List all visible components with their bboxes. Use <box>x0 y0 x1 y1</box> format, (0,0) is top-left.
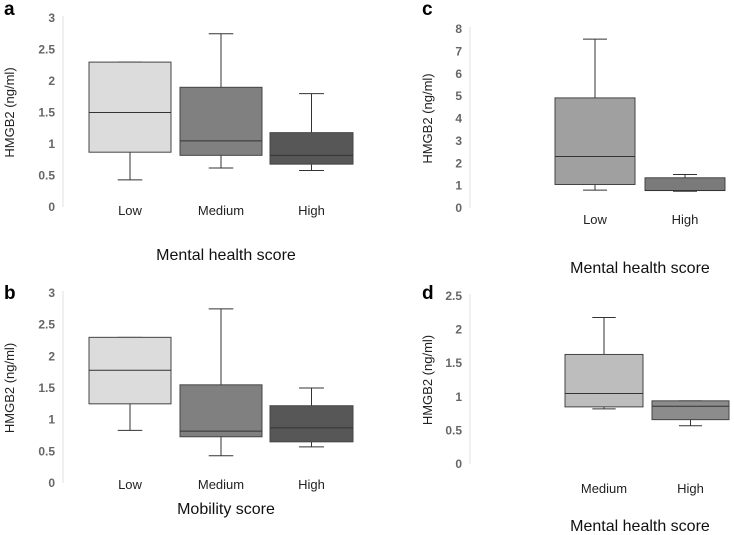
box-high <box>269 405 354 443</box>
box-medium <box>179 384 263 438</box>
y-tick-label: 0 <box>455 201 462 215</box>
x-tick-label: High <box>677 481 704 496</box>
x-tick-label: High <box>298 203 325 218</box>
panel-label: a <box>4 0 15 20</box>
y-tick-label: 2 <box>455 323 462 337</box>
y-tick-label: 0.5 <box>38 444 55 458</box>
box-high <box>651 400 730 421</box>
x-tick-label: Medium <box>581 481 627 496</box>
x-axis-label: Mental health score <box>570 260 710 277</box>
y-tick-label: 2.5 <box>445 289 462 303</box>
y-tick-label: 2 <box>455 156 462 170</box>
y-tick-label: 6 <box>455 67 462 81</box>
x-tick-label: Low <box>583 212 607 227</box>
y-tick-label: 1.5 <box>38 381 55 395</box>
y-tick-label: 3 <box>455 134 462 148</box>
y-tick-label: 0 <box>455 457 462 471</box>
y-tick-label: 1 <box>455 390 462 404</box>
y-axis-label: HMGB2 (ng/ml) <box>2 343 17 433</box>
y-tick-label: 3 <box>48 11 55 25</box>
box-high <box>644 177 726 192</box>
y-tick-label: 0.5 <box>38 169 55 183</box>
x-tick-label: Low <box>118 477 142 492</box>
box-low <box>554 97 636 186</box>
box-medium <box>564 353 644 408</box>
y-tick-label: 1 <box>48 137 55 151</box>
x-tick-label: High <box>672 212 699 227</box>
box-high <box>269 132 354 165</box>
y-tick-label: 1 <box>455 179 462 193</box>
x-tick-label: Low <box>118 203 142 218</box>
y-axis-label: HMGB2 (ng/ml) <box>420 73 435 163</box>
panel-label: c <box>422 0 433 20</box>
y-tick-label: 0 <box>48 200 55 214</box>
y-tick-label: 2 <box>48 74 55 88</box>
y-tick-label: 7 <box>455 44 462 58</box>
x-tick-label: Medium <box>198 203 244 218</box>
x-axis-label: Mental health score <box>156 247 296 264</box>
y-tick-label: 3 <box>48 286 55 300</box>
y-axis-label: HMGB2 (ng/ml) <box>420 335 435 425</box>
x-tick-label: High <box>298 477 325 492</box>
x-axis-label: Mental health score <box>570 518 710 535</box>
x-tick-label: Medium <box>198 477 244 492</box>
y-tick-label: 0.5 <box>445 423 462 437</box>
y-tick-label: 5 <box>455 89 462 103</box>
y-tick-label: 0 <box>48 476 55 490</box>
y-tick-label: 1 <box>48 413 55 427</box>
box-low <box>88 61 172 153</box>
box-medium <box>179 86 263 156</box>
y-tick-label: 1.5 <box>38 106 55 120</box>
y-tick-label: 2.5 <box>38 318 55 332</box>
panel-label: b <box>4 283 16 304</box>
y-tick-label: 8 <box>455 22 462 36</box>
y-tick-label: 2.5 <box>38 43 55 57</box>
y-tick-label: 4 <box>455 112 462 126</box>
y-tick-label: 2 <box>48 349 55 363</box>
panel-label: d <box>422 283 434 304</box>
x-axis-label: Mobility score <box>177 501 275 518</box>
y-tick-label: 1.5 <box>445 356 462 370</box>
y-axis-label: HMGB2 (ng/ml) <box>2 67 17 157</box>
